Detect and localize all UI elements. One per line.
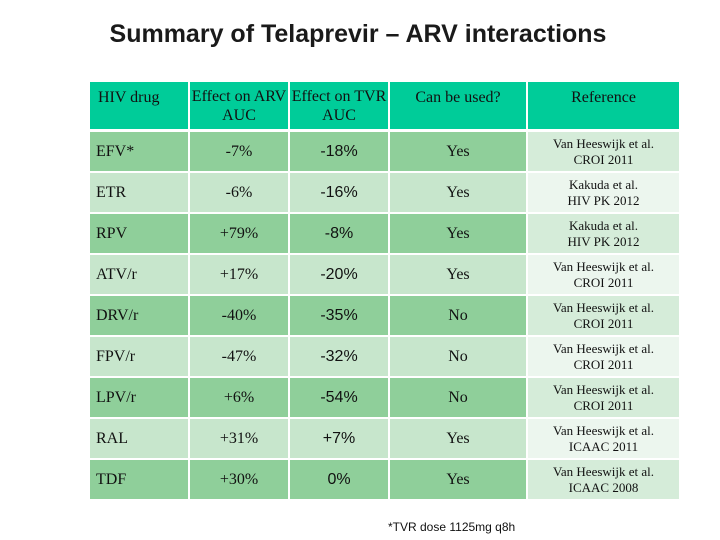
reference-source: CROI 2011 [573,274,634,290]
reference-source: HIV PK 2012 [567,192,640,208]
reference-authors: Kakuda et al. [569,176,638,192]
cell-reference: Van Heeswijk et al. CROI 2011 [528,255,679,296]
table-row: RAL +31% +7% Yes Van Heeswijk et al. ICAA… [90,419,679,460]
cell-tvr-auc: -20% [290,255,388,296]
reference-source: HIV PK 2012 [567,233,640,249]
reference-authors: Van Heeswijk et al. [552,135,655,151]
reference-source: ICAAC 2011 [568,438,639,454]
reference-authors: Van Heeswijk et al. [552,258,655,274]
cell-can-use: Yes [390,255,526,296]
cell-arv-auc: -47% [190,337,288,378]
cell-tvr-auc: -35% [290,296,388,337]
cell-arv-auc: -6% [190,173,288,214]
table-row: TDF +30% 0% Yes Van Heeswijk et al. ICAAC… [90,460,679,501]
header-hiv-drug: HIV drug [90,82,188,132]
reference-authors: Van Heeswijk et al. [552,463,655,479]
cell-can-use: No [390,296,526,337]
cell-reference: Van Heeswijk et al. ICAAC 2011 [528,419,679,460]
header-arv-auc: Effect on ARV AUC [190,82,288,132]
table-header-row: HIV drug Effect on ARV AUC Effect on TVR… [90,82,679,132]
cell-arv-auc: +30% [190,460,288,501]
cell-drug: RPV [90,214,188,255]
table-row: ATV/r +17% -20% Yes Van Heeswijk et al. C… [90,255,679,296]
cell-arv-auc: -40% [190,296,288,337]
cell-tvr-auc: -32% [290,337,388,378]
reference-source: CROI 2011 [573,356,634,372]
reference-source: CROI 2011 [573,151,634,167]
cell-can-use: Yes [390,132,526,173]
cell-tvr-auc: -18% [290,132,388,173]
reference-authors: Van Heeswijk et al. [552,299,655,315]
reference-authors: Van Heeswijk et al. [552,340,655,356]
cell-arv-auc: +17% [190,255,288,296]
footnote: *TVR dose 1125mg q8h [388,520,516,534]
table-row: ETR -6% -16% Yes Kakuda et al. HIV PK 201… [90,173,679,214]
cell-can-use: Yes [390,173,526,214]
cell-tvr-auc: 0% [290,460,388,501]
cell-drug: DRV/r [90,296,188,337]
cell-arv-auc: +79% [190,214,288,255]
cell-can-use: Yes [390,460,526,501]
cell-can-use: No [390,378,526,419]
cell-tvr-auc: +7% [290,419,388,460]
table-row: LPV/r +6% -54% No Van Heeswijk et al. CRO… [90,378,679,419]
cell-can-use: Yes [390,214,526,255]
header-reference: Reference [528,82,679,132]
cell-reference: Van Heeswijk et al. CROI 2011 [528,337,679,378]
cell-arv-auc: +6% [190,378,288,419]
cell-reference: Kakuda et al. HIV PK 2012 [528,214,679,255]
cell-drug: ATV/r [90,255,188,296]
cell-arv-auc: -7% [190,132,288,173]
cell-can-use: No [390,337,526,378]
reference-source: CROI 2011 [573,315,634,331]
table-row: DRV/r -40% -35% No Van Heeswijk et al. CR… [90,296,679,337]
cell-tvr-auc: -16% [290,173,388,214]
reference-authors: Kakuda et al. [569,217,638,233]
cell-drug: ETR [90,173,188,214]
slide-title: Summary of Telaprevir – ARV interactions [109,20,607,48]
cell-reference: Van Heeswijk et al. CROI 2011 [528,132,679,173]
reference-source: CROI 2011 [573,397,634,413]
table-row: RPV +79% -8% Yes Kakuda et al. HIV PK 201… [90,214,679,255]
reference-authors: Van Heeswijk et al. [552,381,655,397]
cell-tvr-auc: -8% [290,214,388,255]
cell-arv-auc: +31% [190,419,288,460]
table-row: EFV* -7% -18% Yes Van Heeswijk et al. CRO… [90,132,679,173]
cell-reference: Kakuda et al. HIV PK 2012 [528,173,679,214]
reference-authors: Van Heeswijk et al. [552,422,655,438]
cell-tvr-auc: -54% [290,378,388,419]
table-row: FPV/r -47% -32% No Van Heeswijk et al. CR… [90,337,679,378]
reference-source: ICAAC 2008 [568,479,639,495]
cell-can-use: Yes [390,419,526,460]
cell-drug: EFV* [90,132,188,173]
cell-reference: Van Heeswijk et al. CROI 2011 [528,378,679,419]
cell-reference: Van Heeswijk et al. CROI 2011 [528,296,679,337]
cell-reference: Van Heeswijk et al. ICAAC 2008 [528,460,679,501]
cell-drug: FPV/r [90,337,188,378]
header-can-use: Can be used? [390,82,526,132]
interactions-table: HIV drug Effect on ARV AUC Effect on TVR… [88,82,681,501]
header-tvr-auc: Effect on TVR AUC [290,82,388,132]
cell-drug: TDF [90,460,188,501]
cell-drug: RAL [90,419,188,460]
cell-drug: LPV/r [90,378,188,419]
